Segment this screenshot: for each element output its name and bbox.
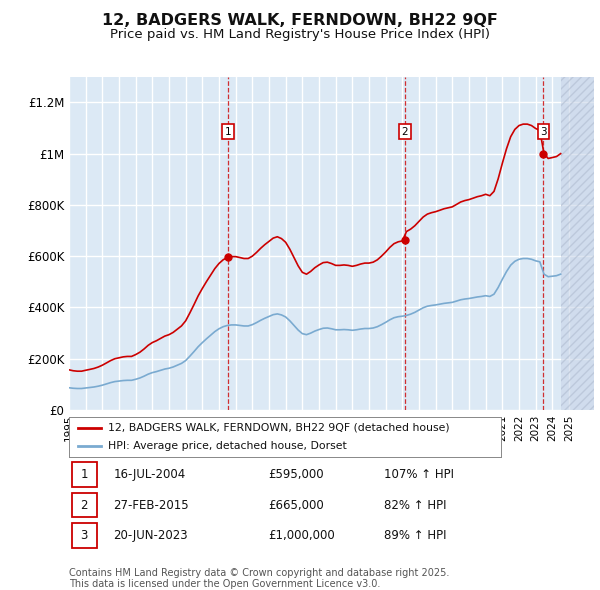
FancyBboxPatch shape: [71, 523, 97, 548]
Text: 3: 3: [540, 127, 547, 137]
Text: 82% ↑ HPI: 82% ↑ HPI: [384, 499, 446, 512]
Bar: [560, 77, 594, 410]
Text: 2: 2: [401, 127, 409, 137]
Text: £665,000: £665,000: [269, 499, 324, 512]
Text: 3: 3: [80, 529, 88, 542]
FancyBboxPatch shape: [71, 462, 97, 487]
FancyBboxPatch shape: [71, 493, 97, 517]
Text: 16-JUL-2004: 16-JUL-2004: [113, 468, 186, 481]
Text: 27-FEB-2015: 27-FEB-2015: [113, 499, 189, 512]
Text: £595,000: £595,000: [269, 468, 324, 481]
Text: £1,000,000: £1,000,000: [269, 529, 335, 542]
Text: 107% ↑ HPI: 107% ↑ HPI: [384, 468, 454, 481]
Text: 1: 1: [224, 127, 232, 137]
Text: Price paid vs. HM Land Registry's House Price Index (HPI): Price paid vs. HM Land Registry's House …: [110, 28, 490, 41]
Text: 89% ↑ HPI: 89% ↑ HPI: [384, 529, 446, 542]
Text: 1: 1: [80, 468, 88, 481]
Text: 20-JUN-2023: 20-JUN-2023: [113, 529, 188, 542]
Text: Contains HM Land Registry data © Crown copyright and database right 2025.
This d: Contains HM Land Registry data © Crown c…: [69, 568, 449, 589]
Text: HPI: Average price, detached house, Dorset: HPI: Average price, detached house, Dors…: [108, 441, 347, 451]
Text: 12, BADGERS WALK, FERNDOWN, BH22 9QF (detached house): 12, BADGERS WALK, FERNDOWN, BH22 9QF (de…: [108, 423, 449, 433]
Text: 12, BADGERS WALK, FERNDOWN, BH22 9QF: 12, BADGERS WALK, FERNDOWN, BH22 9QF: [102, 13, 498, 28]
Text: 2: 2: [80, 499, 88, 512]
